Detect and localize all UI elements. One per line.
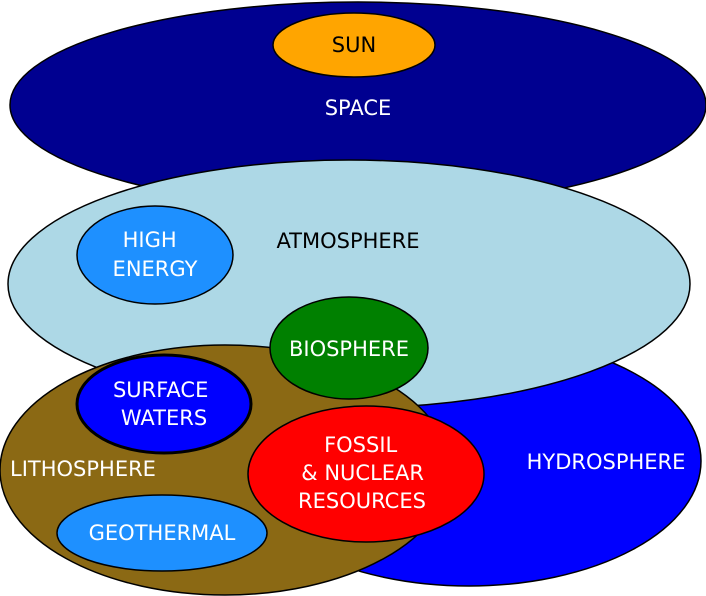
- surface-waters-label: SURFACE WATERS: [113, 378, 215, 430]
- surface-waters-ellipse: [75, 353, 253, 455]
- space-label: SPACE: [325, 96, 392, 120]
- biosphere-ellipse: [269, 296, 429, 400]
- surface-waters-label-line-2: WATERS: [121, 406, 207, 430]
- fossil-nuclear-label-line-1: FOSSIL: [324, 433, 397, 457]
- atmosphere-label: ATMOSPHERE: [276, 229, 419, 253]
- surface-waters-label-line-1: SURFACE: [113, 378, 208, 402]
- hydrosphere-label: HYDROSPHERE: [527, 450, 686, 474]
- lithosphere-label: LITHOSPHERE: [10, 457, 156, 481]
- high-energy-ellipse: [76, 205, 234, 305]
- geothermal-label: GEOTHERMAL: [89, 521, 236, 545]
- high-energy-label-line-2: ENERGY: [113, 257, 198, 281]
- sun-ellipse: [272, 12, 436, 78]
- biosphere-label: BIOSPHERE: [289, 337, 409, 361]
- fossil-nuclear-label-line-2: & NUCLEAR: [301, 461, 424, 485]
- geothermal-ellipse: [56, 494, 268, 572]
- fossil-nuclear-resources-label: FOSSIL & NUCLEAR RESOURCES: [298, 433, 431, 513]
- sun-label: SUN: [332, 33, 376, 57]
- fossil-nuclear-resources-ellipse: [247, 405, 485, 543]
- high-energy-label: HIGH ENERGY: [113, 228, 198, 281]
- fossil-nuclear-label-line-3: RESOURCES: [298, 489, 426, 513]
- high-energy-label-line-1: HIGH: [123, 228, 177, 252]
